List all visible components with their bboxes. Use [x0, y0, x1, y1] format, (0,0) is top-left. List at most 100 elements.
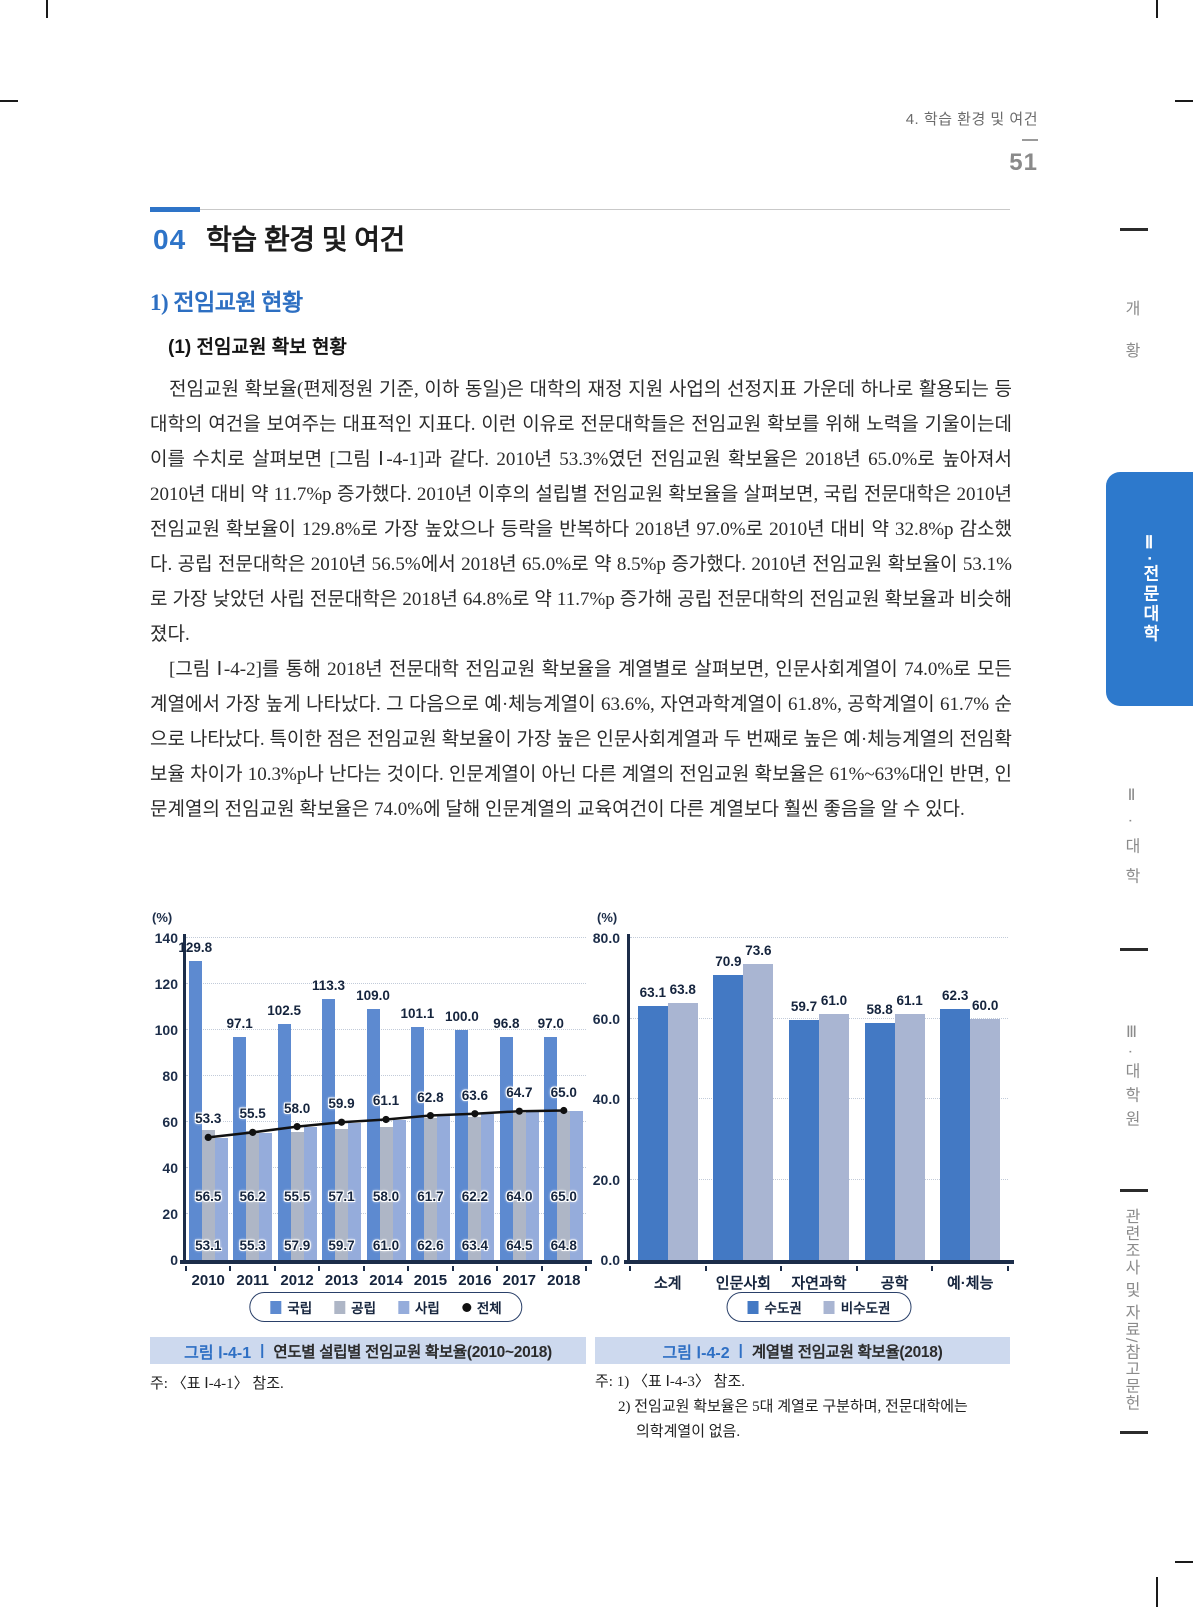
- chart2-y-axis-line: [627, 934, 630, 1263]
- legend-dot-marker: [461, 1302, 471, 1312]
- sidebar-item-graduate-school: Ⅲ·대학원: [1122, 1022, 1139, 1135]
- bar-사립: [481, 1114, 495, 1260]
- y-tick-label: 20.0: [592, 1171, 620, 1188]
- bar-국립: [366, 1009, 380, 1260]
- legend-label: 수도권: [764, 1301, 802, 1316]
- x-tick-mark: [931, 1266, 934, 1271]
- chart1-y-axis: 0 20 40 60 80 100 120 140: [138, 930, 178, 1268]
- value-label: 53.1: [195, 1238, 222, 1253]
- value-label: 62.3: [942, 988, 969, 1004]
- value-label: 61.0: [820, 993, 848, 1009]
- subsection-title: 1) 전임교원 현황: [150, 290, 303, 315]
- crop-mark: [0, 100, 18, 102]
- value-label: 63.1: [639, 985, 666, 1001]
- bar-비수도권: [894, 1014, 925, 1260]
- x-tick-mark: [704, 1266, 707, 1271]
- value-label: 97.0: [537, 1015, 564, 1031]
- x-tick-label: 2015: [413, 1272, 448, 1289]
- value-label: 55.5: [239, 1106, 266, 1122]
- chart1-caption-label: 그림 Ⅰ-4-1: [184, 1344, 252, 1362]
- breadcrumb: 4. 학습 환경 및 여건: [905, 111, 1038, 128]
- bar-사립: [259, 1132, 273, 1260]
- value-label: 55.5: [283, 1189, 311, 1204]
- header-divider: [1022, 139, 1038, 141]
- x-tick-mark: [273, 1266, 276, 1271]
- x-tick-label: 소계: [653, 1275, 682, 1292]
- x-tick-label: 2011: [236, 1272, 269, 1289]
- y-tick-label: 40: [162, 1160, 178, 1176]
- gridline: [186, 1029, 586, 1030]
- value-label: 113.3: [312, 978, 346, 994]
- y-tick-label: 60.0: [592, 1010, 620, 1027]
- bar-공립: [557, 1110, 571, 1260]
- crop-mark: [1175, 100, 1193, 102]
- x-tick-label: 인문사회: [715, 1275, 771, 1292]
- bar-비수도권: [667, 1003, 698, 1260]
- sidebar-item-references: 관련조사 및 자료/참고문헌: [1122, 1208, 1139, 1412]
- bar-수도권: [789, 1019, 819, 1260]
- bar-공립: [512, 1112, 526, 1260]
- x-tick-mark: [407, 1266, 410, 1271]
- chart1-unit-label: (%): [152, 910, 173, 925]
- sidebar-divider: [1120, 1431, 1148, 1434]
- value-label: 96.8: [493, 1016, 520, 1032]
- subsubsection-title: (1) 전임교원 확보 현황: [168, 337, 347, 358]
- chart2-plot-area: 63.1 63.8 70.9 73.6 59.7 61.0 58.8 61.1 62.3 60.0: [630, 937, 1008, 1260]
- chart1-caption-separator: |: [260, 1342, 265, 1359]
- y-tick-label: 20: [162, 1206, 178, 1222]
- y-tick-label: 40.0: [592, 1091, 620, 1107]
- value-label: 101.1: [400, 1006, 435, 1022]
- value-label: 64.8: [550, 1238, 577, 1253]
- bar-비수도권: [819, 1014, 849, 1260]
- chart1-legend: 국립 공립 사립 전체: [249, 1292, 523, 1322]
- value-label: 63.4: [461, 1238, 489, 1253]
- bar-공립: [335, 1128, 349, 1260]
- value-label: 109.0: [356, 988, 390, 1004]
- value-label: 61.0: [372, 1238, 400, 1253]
- y-tick-label: 100: [154, 1022, 178, 1038]
- legend-item-사립: 사립: [398, 1297, 440, 1317]
- page-header: 4. 학습 환경 및 여건 51: [906, 108, 1038, 177]
- value-label: 70.9: [715, 953, 742, 969]
- value-label: 59.7: [790, 998, 818, 1014]
- legend-label: 공립: [351, 1301, 376, 1316]
- bar-사립: [303, 1126, 317, 1260]
- y-tick-label: 80: [162, 1068, 178, 1084]
- y-tick-label: 80.0: [592, 930, 620, 946]
- paragraph-1: 전임교원 확보율(편제정원 기준, 이하 동일)은 대학의 재정 지원 사업의 …: [150, 379, 1012, 645]
- bar-공립: [423, 1118, 437, 1260]
- bar-국립: [544, 1036, 558, 1260]
- legend-label: 사립: [415, 1301, 440, 1316]
- x-tick-mark: [362, 1266, 365, 1271]
- y-tick-label: 60: [162, 1114, 178, 1130]
- x-tick-label: 2016: [458, 1272, 492, 1289]
- value-label: 102.5: [267, 1003, 301, 1019]
- chart1-note: 주: 〈표 Ⅰ-4-1〉 참조.: [150, 1376, 284, 1392]
- bar-공립: [468, 1116, 482, 1260]
- chart2-unit-label: (%): [597, 910, 618, 925]
- bar-수도권: [864, 1023, 895, 1260]
- value-label: 55.3: [239, 1238, 266, 1253]
- page-number: 51: [1009, 149, 1038, 176]
- value-label: 62.8: [417, 1089, 444, 1105]
- bar-비수도권: [743, 963, 774, 1260]
- sidebar-divider: [1120, 948, 1148, 951]
- x-tick-mark: [451, 1266, 454, 1271]
- value-label: 57.9: [283, 1238, 311, 1253]
- section-title-text: 학습 환경 및 여건: [206, 224, 405, 255]
- chart2-x-axis: 소계 인문사회 자연과학 공학 예·체능: [629, 1263, 1009, 1297]
- body-text: 전임교원 확보율(편제정원 기준, 이하 동일)은 대학의 재정 지원 사업의 …: [150, 372, 1012, 827]
- value-label: 58.0: [283, 1100, 311, 1116]
- legend-item-국립: 국립: [270, 1297, 312, 1317]
- bar-국립: [277, 1024, 291, 1260]
- legend-label: 전체: [476, 1301, 502, 1316]
- legend-square-marker: [398, 1300, 409, 1314]
- value-label: 61.7: [417, 1189, 444, 1204]
- value-label: 56.5: [195, 1189, 222, 1204]
- value-label: 58.0: [372, 1189, 400, 1204]
- sidebar-item-university: Ⅱ·대학: [1122, 785, 1139, 898]
- bar-공립: [201, 1130, 215, 1260]
- bar-공립: [379, 1126, 393, 1260]
- value-label: 65.0: [550, 1084, 577, 1100]
